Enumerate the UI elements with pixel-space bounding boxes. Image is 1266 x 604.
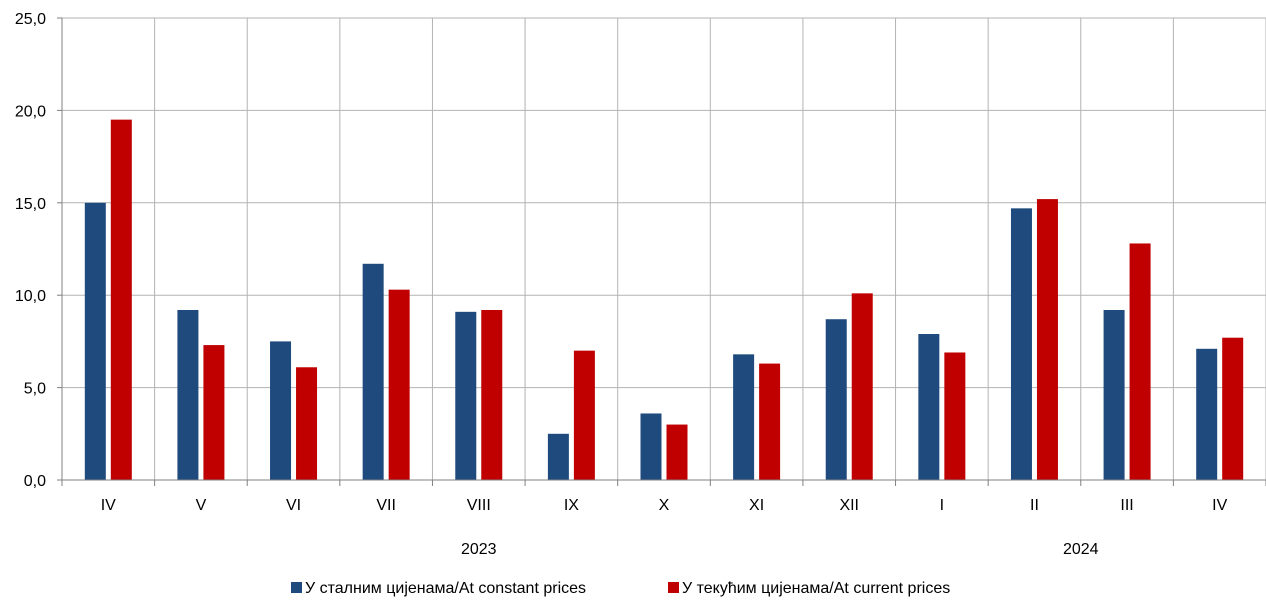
bar-constant-prices: [84, 202, 106, 481]
bar-current-prices: [203, 345, 225, 480]
bar-constant-prices: [547, 433, 569, 480]
bar-constant-prices: [640, 413, 662, 480]
legend-label: У текућим цијенама/At current prices: [682, 580, 950, 597]
x-tick-label: XII: [839, 497, 859, 514]
x-tick-label: V: [196, 497, 207, 514]
legend-swatch: [291, 582, 302, 593]
bar-constant-prices: [1010, 208, 1032, 480]
bar-current-prices: [1036, 199, 1058, 480]
bar-current-prices: [759, 363, 781, 480]
year-labels: 2023 2024: [461, 541, 1099, 558]
bar-current-prices: [1222, 337, 1244, 480]
x-tick-label: II: [1030, 497, 1039, 514]
bar-constant-prices: [177, 309, 199, 480]
bar-constant-prices: [455, 311, 477, 480]
bar-current-prices: [296, 367, 318, 480]
bar-constant-prices: [362, 263, 384, 480]
x-tick-label: VI: [286, 497, 301, 514]
x-tick-label: III: [1120, 497, 1133, 514]
bar-constant-prices: [918, 334, 940, 480]
y-tick-label: 0,0: [24, 473, 46, 490]
bar-constant-prices: [1196, 348, 1218, 480]
y-tick-label: 15,0: [15, 196, 46, 213]
bar-current-prices: [481, 309, 503, 480]
bar-constant-prices: [825, 319, 847, 480]
y-tick-labels: 0,0 5,0 10,0 15,0 20,0 25,0: [15, 11, 46, 490]
bar-constant-prices: [270, 341, 292, 480]
bar-current-prices: [388, 289, 410, 480]
legend-label: У сталним цијенама/At constant prices: [305, 580, 586, 597]
bar-constant-prices: [733, 354, 755, 480]
y-tick-label: 5,0: [24, 381, 46, 398]
x-tick-label: XI: [749, 497, 764, 514]
x-tick-label: VIII: [467, 497, 491, 514]
bars: [84, 119, 1244, 481]
bar-current-prices: [944, 352, 966, 480]
x-tick-label: I: [940, 497, 944, 514]
bar-current-prices: [110, 119, 132, 480]
bar-current-prices: [573, 350, 595, 480]
bar-current-prices: [851, 293, 873, 480]
legend-swatch: [668, 582, 679, 593]
axes: [57, 17, 1266, 486]
x-tick-label: VII: [376, 497, 396, 514]
bar-current-prices: [1129, 243, 1151, 480]
bar-constant-prices: [1103, 309, 1125, 480]
x-tick-label: IV: [1212, 497, 1227, 514]
bar-current-prices: [666, 424, 688, 480]
legend: У сталним цијенама/At constant prices У т…: [291, 580, 950, 597]
year-label: 2024: [1063, 541, 1099, 558]
x-tick-label: IX: [564, 497, 579, 514]
y-tick-label: 20,0: [15, 103, 46, 120]
y-tick-label: 25,0: [15, 11, 46, 28]
x-tick-label: X: [659, 497, 670, 514]
x-tick-labels: IV V VI VII VIII IX X XI XII I II III IV: [101, 497, 1228, 514]
year-label: 2023: [461, 541, 497, 558]
x-tick-label: IV: [101, 497, 116, 514]
y-tick-label: 10,0: [15, 288, 46, 305]
gridlines: [62, 17, 1266, 481]
